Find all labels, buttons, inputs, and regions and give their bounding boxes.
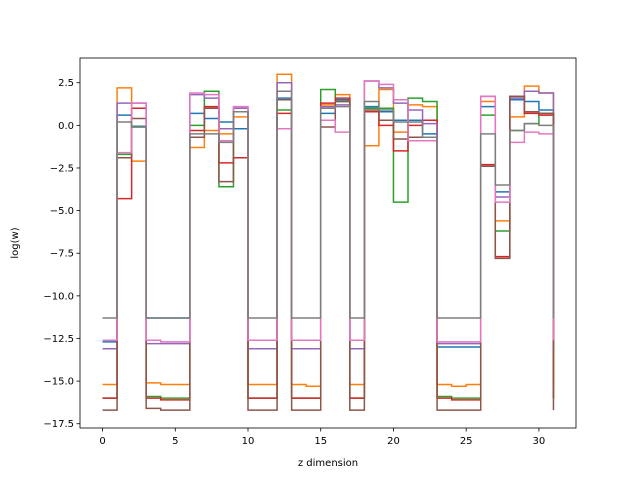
series-line-4 (102, 95, 555, 401)
y-axis-label: log(w) (10, 227, 21, 258)
y-tick-label: −2.5 (50, 163, 74, 174)
y-tick-label: 2.5 (58, 78, 74, 89)
y-tick-label: 0.0 (58, 121, 74, 132)
series-line-3 (102, 88, 555, 399)
x-tick-label: 15 (314, 436, 327, 447)
y-tick-label: −15.0 (43, 377, 74, 388)
y-tick-label: −12.5 (43, 334, 74, 345)
x-tick-label: 20 (387, 436, 400, 447)
series-line-8 (102, 90, 555, 319)
y-tick-label: −10.0 (43, 291, 74, 302)
series-layer (102, 73, 555, 411)
y-axis-ticks: 2.5 0.0 −2.5 −5.0 −7.5 −10.0 −12.5 −15.0 −17.5 (43, 78, 80, 430)
x-axis-label: z dimension (298, 458, 358, 469)
x-tick-label: 5 (172, 436, 178, 447)
x-tick-label: 30 (533, 436, 546, 447)
x-tick-label: 10 (242, 436, 255, 447)
plot-frame (79, 57, 577, 429)
x-tick-label: 25 (460, 436, 473, 447)
x-tick-label: 0 (99, 436, 105, 447)
series-line-7 (102, 80, 555, 343)
y-tick-label: −17.5 (43, 419, 74, 430)
x-axis-ticks: 0 5 10 15 20 25 30 (99, 428, 545, 447)
y-tick-label: −5.0 (50, 206, 74, 217)
y-tick-label: −7.5 (50, 249, 74, 260)
